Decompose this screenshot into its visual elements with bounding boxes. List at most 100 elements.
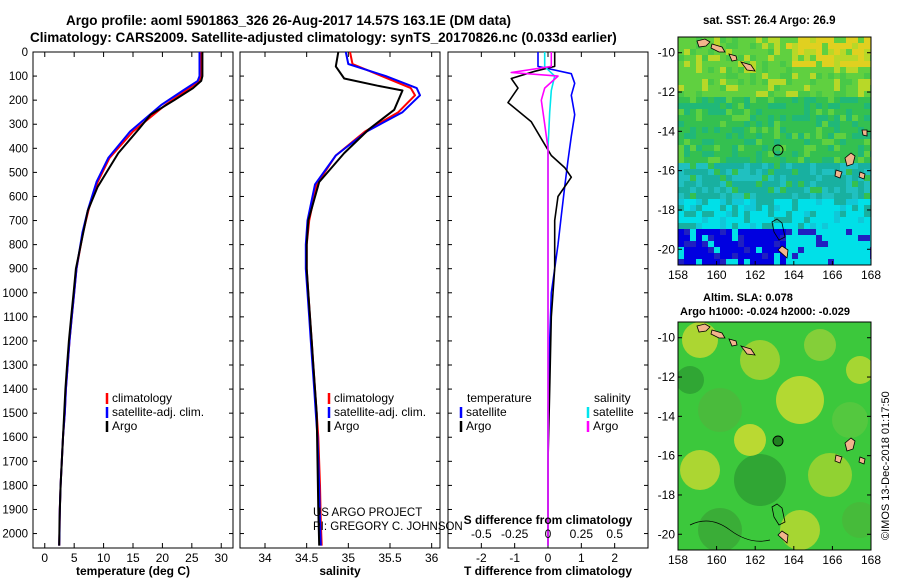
sst-field-cell <box>786 73 792 79</box>
sst-field-cell <box>750 163 756 169</box>
sst-field-cell <box>732 175 738 181</box>
sst-field-cell <box>810 55 816 61</box>
sst-field-cell <box>768 157 774 163</box>
sst-field-cell <box>780 79 786 85</box>
sst-field-cell <box>684 91 690 97</box>
sst-field-cell <box>792 199 798 205</box>
sst-field-cell <box>714 199 720 205</box>
depth-tick-label: 600 <box>9 191 28 203</box>
sst-field-cell <box>696 133 702 139</box>
sst-field-cell <box>798 199 804 205</box>
sst-field-cell <box>756 151 762 157</box>
sst-field-cell <box>684 67 690 73</box>
sla-field-patch <box>734 424 766 456</box>
sst-field-cell <box>702 145 708 151</box>
sst-field-cell <box>846 97 852 103</box>
sst-field-cell <box>804 139 810 145</box>
sst-field-cell <box>798 67 804 73</box>
sst-field-cell <box>720 67 726 73</box>
sst-field-cell <box>702 235 708 241</box>
sst-field-cell <box>816 121 822 127</box>
sst-field-cell <box>852 73 858 79</box>
sst-field-cell <box>756 235 762 241</box>
sst-field-cell <box>678 247 684 253</box>
sst-field-cell <box>702 259 708 265</box>
sst-field-cell <box>714 169 720 175</box>
sst-field-cell <box>738 259 744 265</box>
sst-field-cell <box>762 121 768 127</box>
x-tick-label: 34 <box>258 551 272 565</box>
sst-field-cell <box>798 115 804 121</box>
sst-field-cell <box>708 55 714 61</box>
sst-field-cell <box>702 223 708 229</box>
sst-field-cell <box>834 223 840 229</box>
sst-field-cell <box>696 127 702 133</box>
sst-field-cell <box>786 223 792 229</box>
sst-field-cell <box>846 163 852 169</box>
sst-field-cell <box>828 127 834 133</box>
sst-field-cell <box>810 229 816 235</box>
sst-field-cell <box>792 253 798 259</box>
sst-field-cell <box>756 109 762 115</box>
sst-field-cell <box>834 247 840 253</box>
sst-field-cell <box>816 139 822 145</box>
sst-field-cell <box>798 103 804 109</box>
sst-field-cell <box>786 211 792 217</box>
sst-field-cell <box>804 211 810 217</box>
sst-field-cell <box>714 175 720 181</box>
sst-lat-label: -16 <box>658 164 676 178</box>
sst-field-cell <box>708 163 714 169</box>
sst-field-cell <box>858 199 864 205</box>
sst-field-cell <box>762 145 768 151</box>
depth-tick-label: 200 <box>9 95 28 107</box>
sst-field-cell <box>834 175 840 181</box>
sst-field-cell <box>858 163 864 169</box>
sst-field-cell <box>840 229 846 235</box>
sst-field-cell <box>780 181 786 187</box>
sst-field-cell <box>846 205 852 211</box>
sst-field-cell <box>828 139 834 145</box>
sst-field-cell <box>690 163 696 169</box>
sst-field-cell <box>756 49 762 55</box>
sst-field-cell <box>714 145 720 151</box>
sst-field-cell <box>714 151 720 157</box>
sst-field-cell <box>762 247 768 253</box>
sst-field-cell <box>684 217 690 223</box>
sst-field-cell <box>720 79 726 85</box>
sst-field-cell <box>756 157 762 163</box>
sst-field-cell <box>834 103 840 109</box>
sst-field-cell <box>804 103 810 109</box>
sst-field-cell <box>822 145 828 151</box>
sst-field-cell <box>822 193 828 199</box>
x-tick-label: 30 <box>215 551 229 565</box>
sst-field-cell <box>852 223 858 229</box>
sst-field-cell <box>726 139 732 145</box>
sst-field-cell <box>744 127 750 133</box>
sst-field-cell <box>846 61 852 67</box>
x-tick-label: 20 <box>156 551 170 565</box>
sst-field-cell <box>798 145 804 151</box>
sst-field-cell <box>684 157 690 163</box>
sst-field-cell <box>714 97 720 103</box>
sst-field-cell <box>702 199 708 205</box>
sst-field-cell <box>816 109 822 115</box>
sst-field-cell <box>768 133 774 139</box>
sst-field-cell <box>822 151 828 157</box>
sst-field-cell <box>732 49 738 55</box>
figure-title-line2: Climatology: CARS2009. Satellite-adjuste… <box>30 30 617 45</box>
sst-field-cell <box>780 43 786 49</box>
sst-field-cell <box>816 73 822 79</box>
sst-field-cell <box>816 187 822 193</box>
sst-argo-location-marker <box>772 144 784 156</box>
x-tick-label: 5 <box>71 551 78 565</box>
sst-field-cell <box>750 127 756 133</box>
sst-field-cell <box>750 229 756 235</box>
sst-field-cell <box>726 193 732 199</box>
sst-field-cell <box>786 97 792 103</box>
sst-field-cell <box>834 139 840 145</box>
sst-field-cell <box>756 169 762 175</box>
sst-field-cell <box>720 127 726 133</box>
sst-field-cell <box>720 157 726 163</box>
sst-field-cell <box>786 253 792 259</box>
sst-field-cell <box>846 253 852 259</box>
